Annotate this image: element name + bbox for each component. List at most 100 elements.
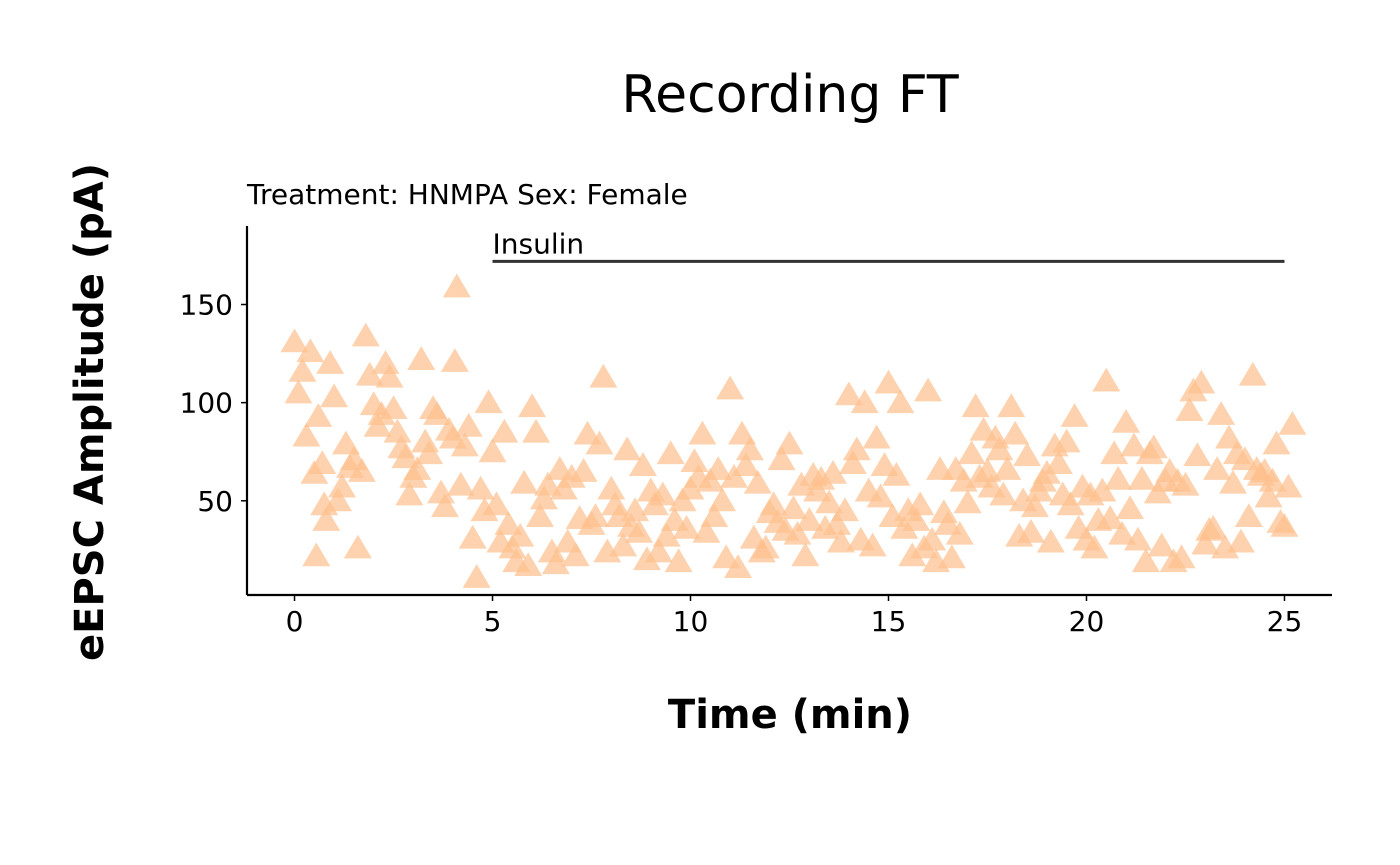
data-point bbox=[1112, 408, 1141, 433]
data-point bbox=[708, 487, 737, 512]
data-point bbox=[1278, 410, 1307, 435]
data-point bbox=[644, 538, 673, 563]
data-point bbox=[993, 456, 1022, 480]
data-point bbox=[1056, 491, 1085, 516]
data-point bbox=[506, 522, 535, 547]
data-point bbox=[933, 511, 962, 535]
data-point bbox=[494, 511, 523, 535]
data-point bbox=[870, 452, 899, 476]
data-point bbox=[328, 473, 357, 498]
data-point bbox=[490, 418, 519, 443]
data-point bbox=[906, 491, 935, 516]
data-point bbox=[1187, 369, 1216, 394]
data-point bbox=[423, 401, 452, 425]
x-tick-label: 10 bbox=[673, 605, 709, 638]
data-point bbox=[379, 395, 408, 420]
data-point bbox=[826, 528, 855, 553]
data-point bbox=[672, 514, 701, 539]
data-point bbox=[324, 487, 353, 512]
data-point bbox=[613, 436, 642, 461]
data-point bbox=[779, 495, 808, 520]
data-point bbox=[427, 479, 456, 504]
data-point bbox=[866, 483, 895, 508]
data-point bbox=[316, 350, 345, 374]
data-point bbox=[652, 522, 681, 547]
data-point bbox=[834, 381, 863, 406]
data-point bbox=[1270, 513, 1299, 537]
data-point bbox=[890, 514, 919, 539]
data-point bbox=[1013, 442, 1042, 467]
data-point bbox=[347, 458, 376, 482]
data-point bbox=[1052, 428, 1081, 453]
data-point bbox=[320, 383, 349, 408]
data-point bbox=[1080, 534, 1109, 559]
data-point bbox=[918, 526, 947, 551]
data-point bbox=[450, 432, 479, 457]
data-point bbox=[1017, 518, 1046, 543]
data-point bbox=[731, 452, 760, 476]
data-point bbox=[759, 491, 788, 516]
data-point bbox=[343, 534, 372, 559]
data-point bbox=[589, 363, 618, 388]
data-point bbox=[1096, 505, 1125, 529]
x-tick-label: 5 bbox=[484, 605, 502, 638]
data-point bbox=[783, 520, 812, 545]
data-point bbox=[415, 440, 444, 465]
data-point bbox=[914, 377, 943, 402]
data-point bbox=[1234, 503, 1263, 527]
data-point bbox=[985, 436, 1014, 461]
y-tick-label: 100 bbox=[180, 387, 233, 420]
data-point bbox=[391, 444, 420, 469]
data-point bbox=[735, 436, 764, 461]
data-point bbox=[510, 469, 539, 494]
data-point bbox=[632, 546, 661, 571]
data-point bbox=[474, 389, 503, 414]
data-point bbox=[1044, 450, 1073, 474]
data-point bbox=[466, 475, 495, 500]
data-point bbox=[902, 507, 931, 531]
data-point bbox=[1104, 465, 1133, 490]
data-point bbox=[573, 420, 602, 445]
data-point bbox=[478, 438, 507, 463]
data-point bbox=[1147, 532, 1176, 557]
data-point bbox=[1167, 544, 1196, 569]
y-axis-title: eEPSC Amplitude (pA) bbox=[67, 163, 113, 661]
data-point bbox=[541, 550, 570, 575]
data-point bbox=[961, 393, 990, 418]
data-point bbox=[407, 346, 436, 370]
data-point bbox=[1116, 495, 1145, 520]
data-point bbox=[526, 503, 555, 527]
data-point bbox=[700, 503, 729, 527]
data-point bbox=[1060, 403, 1089, 427]
data-point bbox=[815, 489, 844, 514]
data-point bbox=[403, 456, 432, 480]
data-point bbox=[395, 481, 424, 506]
data-point bbox=[1238, 361, 1267, 386]
data-point bbox=[886, 389, 915, 414]
data-point bbox=[862, 424, 891, 449]
data-point bbox=[997, 393, 1026, 418]
data-point bbox=[1131, 548, 1160, 573]
data-point bbox=[569, 458, 598, 482]
data-point bbox=[355, 361, 384, 386]
insulin-label: Insulin bbox=[493, 227, 585, 260]
data-point bbox=[462, 564, 491, 588]
data-point bbox=[767, 446, 796, 471]
data-point bbox=[533, 471, 562, 496]
data-point bbox=[1171, 471, 1200, 496]
data-point bbox=[371, 350, 400, 374]
data-point bbox=[628, 452, 657, 476]
data-point bbox=[454, 412, 483, 437]
y-tick-label: 50 bbox=[197, 485, 233, 518]
data-point bbox=[751, 534, 780, 559]
data-point bbox=[482, 491, 511, 516]
data-point bbox=[830, 497, 859, 522]
data-point bbox=[656, 440, 685, 465]
data-point bbox=[1191, 530, 1220, 555]
data-point bbox=[581, 503, 610, 527]
data-point bbox=[1120, 432, 1149, 457]
data-point bbox=[842, 436, 871, 461]
data-point bbox=[430, 493, 459, 518]
data-point bbox=[937, 544, 966, 569]
